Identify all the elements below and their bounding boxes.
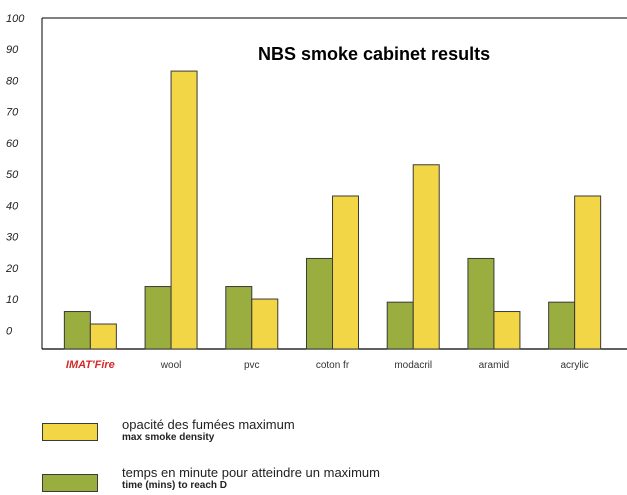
x-tick-label: coton fr bbox=[316, 360, 350, 371]
y-tick-label: 80 bbox=[6, 75, 19, 87]
chart-title: NBS smoke cabinet results bbox=[258, 44, 490, 64]
y-tick-label: 30 bbox=[6, 232, 19, 244]
legend: opacité des fumées maximum max smoke den… bbox=[42, 415, 627, 495]
bar-smoke-density bbox=[251, 298, 279, 350]
x-axis-ticks: IMAT'Fire wool pvc coton fr modacril aramid ac… bbox=[66, 359, 589, 371]
bar-smoke-density bbox=[332, 195, 359, 350]
bar-time bbox=[63, 311, 91, 350]
bars bbox=[63, 70, 602, 350]
bar-chart: 0 10 20 30 40 50 60 70 80 90 100 IMAT'Fire wool pvc c… bbox=[5, 13, 627, 371]
y-tick-label: 50 bbox=[6, 169, 19, 181]
y-tick-label: 100 bbox=[6, 13, 25, 25]
bar-time bbox=[225, 286, 253, 350]
bar-time bbox=[144, 286, 172, 350]
y-axis-ticks: 0 10 20 30 40 50 60 70 80 90 100 bbox=[5, 13, 25, 337]
legend-label-main: temps en minute pour atteindre un maximu… bbox=[122, 465, 380, 480]
x-tick-label: pvc bbox=[244, 360, 260, 371]
y-tick-label: 40 bbox=[6, 200, 19, 212]
legend-label-sub: max smoke density bbox=[122, 432, 215, 443]
bar-time bbox=[386, 301, 414, 350]
bar-smoke-density bbox=[574, 195, 602, 350]
bar-smoke-density bbox=[493, 311, 521, 350]
x-tick-label: IMAT'Fire bbox=[66, 359, 115, 371]
x-tick-label: aramid bbox=[479, 360, 510, 371]
y-tick-label: 90 bbox=[6, 44, 19, 56]
bar-smoke-density bbox=[89, 323, 117, 350]
y-tick-label: 60 bbox=[6, 138, 19, 150]
legend-label-main: opacité des fumées maximum bbox=[122, 417, 295, 432]
x-tick-label: wool bbox=[160, 360, 182, 371]
y-tick-label: 70 bbox=[6, 107, 19, 119]
bar-smoke-density bbox=[412, 164, 440, 350]
y-tick-label: 0 bbox=[6, 325, 13, 337]
legend-label-sub: time (mins) to reach D bbox=[122, 480, 228, 491]
x-tick-label: modacril bbox=[394, 360, 432, 371]
bar-smoke-density bbox=[170, 70, 198, 350]
legend-swatch-time-to-reach-d bbox=[42, 474, 98, 492]
bar-time bbox=[306, 257, 333, 350]
bar-time bbox=[467, 257, 495, 350]
x-tick-label: acrylic bbox=[560, 360, 588, 371]
y-tick-label: 20 bbox=[5, 263, 19, 275]
legend-swatch-max-smoke-density bbox=[42, 423, 98, 441]
bar-time bbox=[548, 301, 576, 350]
y-tick-label: 10 bbox=[6, 294, 19, 306]
